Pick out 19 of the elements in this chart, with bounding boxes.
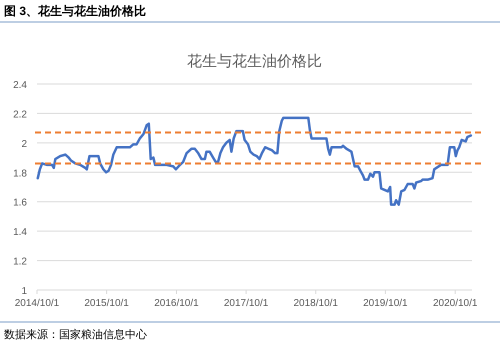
x-tick-label: 2018/10/1 [293, 298, 338, 309]
x-tick-label: 2019/10/1 [363, 298, 408, 309]
y-tick-label: 1.4 [13, 227, 28, 238]
y-tick-label: 2.4 [13, 80, 28, 91]
x-tick-label: 2016/10/1 [154, 298, 200, 309]
y-tick-label: 2.2 [13, 109, 28, 120]
x-tick-label: 2017/10/1 [224, 298, 269, 309]
line-series [36, 116, 472, 206]
x-tick-label: 2014/10/1 [14, 298, 60, 309]
chart-title: 图 3、花生与花生油价格比 [4, 4, 146, 18]
x-tick-label: 2015/10/1 [84, 298, 130, 309]
y-tick-label: 1.8 [13, 168, 28, 180]
source-note: 数据来源：国家粮油信息中心 [4, 328, 147, 341]
x-tick-label: 2020/10/1 [432, 298, 478, 309]
chart-subtitle: 花生与花生油价格比 [187, 53, 322, 70]
y-tick-label: 1 [21, 286, 28, 297]
y-tick-label: 1.2 [13, 256, 28, 268]
y-tick-label: 1.6 [13, 198, 28, 209]
y-tick-label: 2 [21, 138, 28, 150]
